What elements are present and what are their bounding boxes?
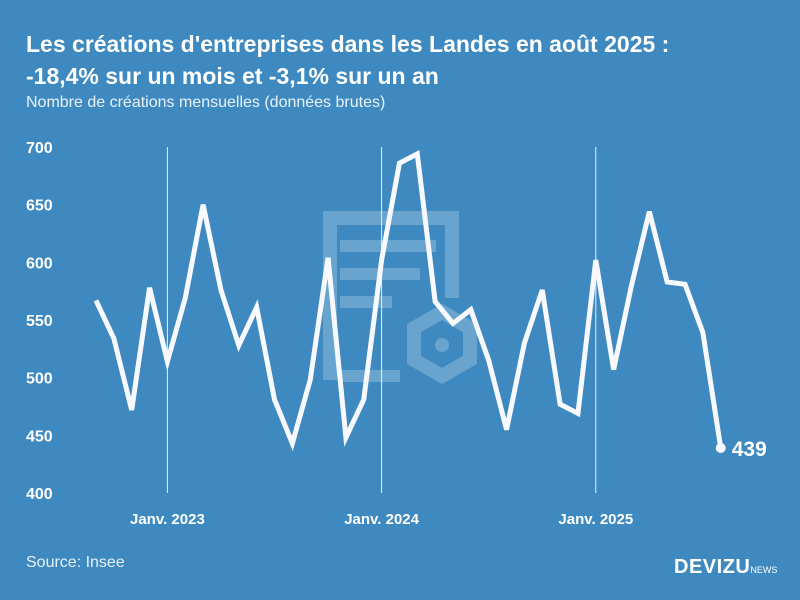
brand-name: DEVIZU bbox=[674, 556, 751, 578]
y-tick-label: 700 bbox=[26, 140, 53, 157]
x-tick-label: Janv. 2023 bbox=[130, 511, 205, 528]
brand-logo: DEVIZUNEWS bbox=[674, 556, 777, 579]
y-tick-label: 600 bbox=[26, 255, 53, 272]
brand-suffix: NEWS bbox=[750, 565, 778, 575]
chart-title: Les créations d'entreprises dans les Lan… bbox=[26, 28, 669, 92]
x-tick-label: Janv. 2025 bbox=[558, 511, 633, 528]
y-tick-label: 400 bbox=[26, 486, 53, 503]
series-line bbox=[93, 150, 724, 452]
title-line-1: Les créations d'entreprises dans les Lan… bbox=[26, 31, 670, 57]
data-point bbox=[715, 443, 726, 454]
watermark-logo-icon bbox=[323, 211, 477, 385]
y-tick-label: 500 bbox=[26, 371, 53, 388]
data-marks: 439 bbox=[715, 438, 767, 461]
source-note: Source: Insee bbox=[26, 554, 125, 571]
y-axis: 400 450 500 550 600 650 700 bbox=[26, 140, 53, 503]
chart-subtitle: Nombre de créations mensuelles (données … bbox=[26, 94, 386, 111]
title-line-2: -18,4% sur un mois et -3,1% sur un an bbox=[26, 63, 439, 89]
y-tick-label: 550 bbox=[26, 313, 53, 330]
x-axis: Janv. 2023 Janv. 2024 Janv. 2025 bbox=[130, 147, 633, 528]
last-value-label: 439 bbox=[732, 438, 767, 461]
y-tick-label: 450 bbox=[26, 428, 53, 445]
y-tick-label: 650 bbox=[26, 198, 53, 215]
x-tick-label: Janv. 2024 bbox=[344, 511, 419, 528]
